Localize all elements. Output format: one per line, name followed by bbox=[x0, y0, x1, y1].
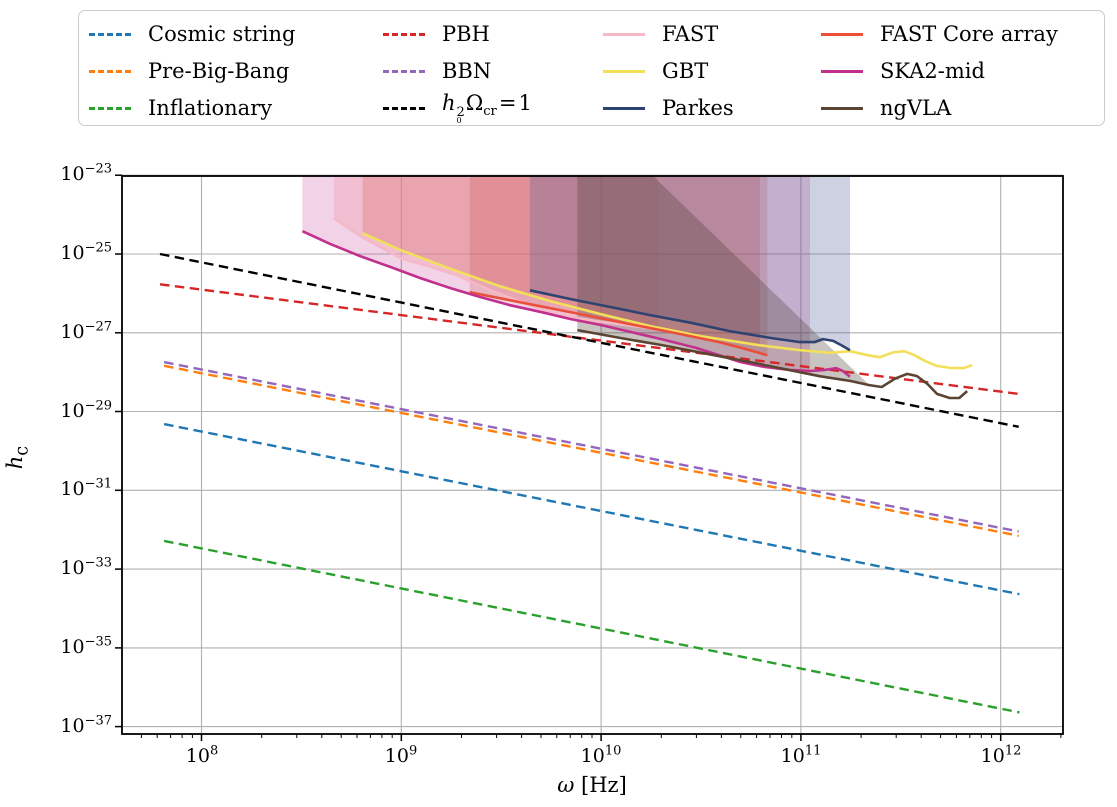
y-axis-label: hc bbox=[3, 445, 33, 470]
legend-label: SKA2-mid bbox=[880, 59, 985, 83]
band-ngvla bbox=[577, 176, 870, 386]
x-tick-label: 1012 bbox=[980, 743, 1022, 767]
y-tick-label: 10−35 bbox=[60, 634, 112, 658]
y-tick-label: 10−29 bbox=[60, 398, 112, 422]
curves bbox=[159, 217, 1020, 714]
band-fast bbox=[333, 176, 659, 330]
legend-swatch bbox=[89, 32, 131, 36]
legend-item-ngvla: ngVLA bbox=[821, 93, 951, 123]
legend-label: Parkes bbox=[662, 96, 734, 120]
legend-label: GBT bbox=[662, 59, 709, 83]
legend-item-fast: FAST bbox=[603, 19, 718, 49]
x-tick-label: 108 bbox=[185, 743, 219, 767]
x-tick-label: 109 bbox=[384, 743, 418, 767]
legend-item-inflationary: Inflationary bbox=[89, 93, 272, 123]
legend-label: FAST Core array bbox=[880, 22, 1058, 46]
legend-label: FAST bbox=[662, 22, 719, 46]
axes-spines bbox=[121, 175, 1064, 735]
band-fast-core-array bbox=[469, 176, 768, 356]
series-pbh-line bbox=[159, 283, 1019, 396]
legend-item-pre-big-bang: Pre-Big-Bang bbox=[89, 56, 289, 86]
legend: Cosmic string Pre-Big-Bang Inflationary PBH… bbox=[78, 10, 1105, 126]
legend-swatch bbox=[89, 106, 131, 110]
legend-swatch bbox=[821, 106, 863, 110]
legend-item-cosmic-string: Cosmic string bbox=[89, 19, 296, 49]
legend-item-fast-core-array: FAST Core array bbox=[821, 19, 1058, 49]
series-ngvla-line bbox=[577, 328, 969, 400]
y-tick-label: 10−31 bbox=[60, 476, 112, 500]
band-gbt bbox=[362, 176, 760, 346]
series-h0-2-omega-cr-1-line bbox=[159, 252, 1019, 428]
legend-swatch bbox=[383, 106, 425, 110]
x-tick-label: 1011 bbox=[780, 743, 822, 767]
legend-item-parkes: Parkes bbox=[603, 93, 734, 123]
legend-item-gbt: GBT bbox=[603, 56, 708, 86]
legend-label: h 2 0 Ωcr = 1 bbox=[442, 91, 532, 126]
series-parkes-line bbox=[529, 289, 851, 352]
legend-label: Cosmic string bbox=[148, 22, 296, 46]
series-cosmic-string-line bbox=[163, 422, 1020, 596]
y-tick-label: 10−27 bbox=[60, 319, 112, 343]
series-pre-big-bang-line bbox=[163, 364, 1019, 537]
legend-swatch bbox=[603, 106, 645, 110]
legend-item-pbh: PBH bbox=[383, 19, 490, 49]
legend-swatch bbox=[603, 69, 645, 73]
legend-swatch bbox=[821, 69, 863, 73]
legend-label: Inflationary bbox=[148, 96, 273, 120]
series-bbn-line bbox=[163, 360, 1019, 533]
legend-label: BBN bbox=[442, 59, 492, 83]
legend-label: Pre-Big-Bang bbox=[148, 59, 290, 83]
series-ska2-mid-line bbox=[301, 230, 851, 378]
legend-label: ngVLA bbox=[880, 96, 952, 120]
sensitivity-bands bbox=[302, 176, 870, 386]
series-fast-line bbox=[333, 217, 659, 331]
y-tick-label: 10−25 bbox=[60, 240, 112, 264]
legend-swatch bbox=[383, 69, 425, 73]
y-tick-label: 10−23 bbox=[60, 161, 112, 185]
y-tick-label: 10−33 bbox=[60, 555, 112, 579]
legend-swatch bbox=[383, 32, 425, 36]
series-fast-core-array-line bbox=[469, 290, 768, 357]
legend-item-bbn: BBN bbox=[383, 56, 491, 86]
legend-item-ska2-mid: SKA2-mid bbox=[821, 56, 985, 86]
x-tick-label: 1010 bbox=[580, 743, 622, 767]
series-gbt-line bbox=[362, 231, 973, 370]
legend-swatch bbox=[821, 32, 863, 36]
y-tick-label: 10−37 bbox=[60, 713, 112, 737]
legend-label: PBH bbox=[442, 22, 490, 46]
legend-swatch bbox=[603, 32, 645, 36]
legend-item-h0-2-omega-cr-1: h 2 0 Ωcr = 1 bbox=[383, 91, 532, 126]
legend-swatch bbox=[89, 69, 131, 73]
series-inflationary-line bbox=[163, 539, 1020, 714]
x-axis-label: ω [Hz] bbox=[557, 773, 627, 797]
